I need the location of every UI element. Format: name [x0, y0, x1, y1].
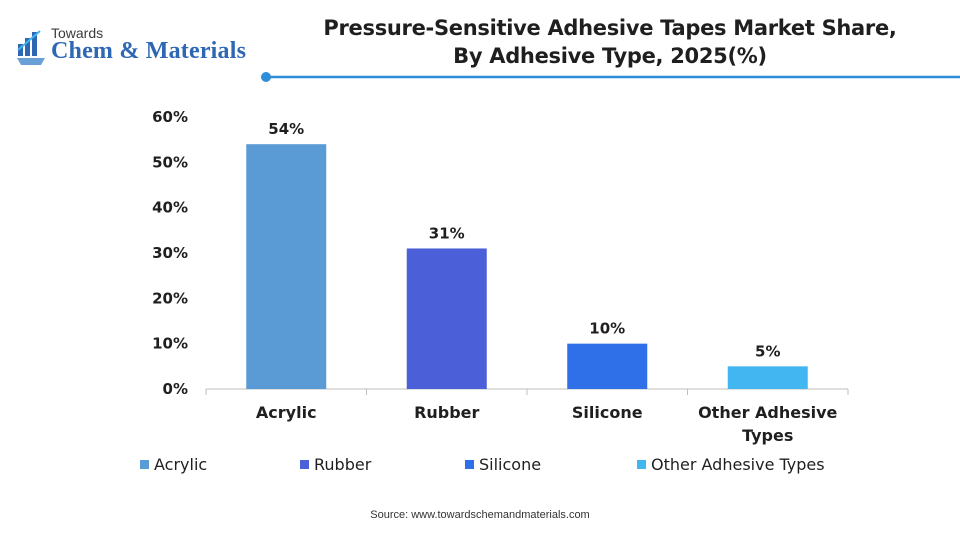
y-axis: 0% 10% 20% 30% 40% 50% 60% [152, 108, 188, 398]
y-tick-label: 10% [152, 335, 188, 353]
legend-item-silicone: Silicone [465, 455, 541, 474]
bar-silicone [567, 343, 648, 389]
logo-brand-name: Chem & Materials [51, 38, 247, 64]
bars [246, 144, 808, 389]
chart-title-line-1: Pressure-Sensitive Adhesive Tapes Market… [323, 16, 897, 40]
legend-label: Silicone [479, 455, 542, 474]
legend: Acrylic Rubber Silicone Other Adhesive Type… [140, 455, 860, 477]
y-tick-label: 0% [163, 380, 188, 398]
x-tick-label: Other Adhesive [698, 403, 837, 422]
bar-other-adhesive-types [727, 366, 808, 389]
data-labels: 54% 31% 10% 5% [268, 120, 780, 360]
y-tick-label: 60% [152, 108, 188, 126]
y-tick-label: 20% [152, 289, 188, 307]
source-note: Source: www.towardschemandmaterials.com [370, 509, 590, 521]
x-tick-label: Acrylic [256, 403, 317, 422]
flask-chart-icon [17, 30, 45, 65]
logo-towards-text: Towards [51, 25, 104, 41]
chart-title-line-2: By Adhesive Type, 2025(%) [453, 44, 767, 68]
x-tick-label: Silicone [572, 403, 643, 422]
title-accent-dot [261, 72, 271, 82]
bar-chart: 0% 10% 20% 30% 40% 50% 60% 54% 31% 10% 5% Acrylic… [152, 72, 960, 445]
y-tick-label: 30% [152, 244, 188, 262]
legend-item-rubber: Rubber [300, 455, 371, 474]
data-label: 5% [755, 342, 780, 360]
legend-swatch [465, 460, 474, 469]
bar-acrylic [246, 144, 327, 389]
bar-rubber [406, 248, 487, 389]
x-axis-labels: Acrylic Rubber Silicone Other Adhesive Types [256, 403, 838, 445]
legend-label: Other Adhesive Types [651, 455, 825, 474]
legend-label: Acrylic [154, 455, 208, 474]
x-axis-ticks [205, 389, 849, 395]
data-label: 10% [589, 320, 625, 338]
y-tick-label: 40% [152, 199, 188, 217]
legend-swatch [140, 460, 149, 469]
legend-item-other-adhesive-types: Other Adhesive Types [637, 455, 825, 474]
logo: Towards Chem & Materials [14, 22, 264, 68]
legend-item-acrylic: Acrylic [140, 455, 207, 474]
data-label: 31% [429, 224, 465, 242]
x-tick-label: Rubber [414, 403, 479, 422]
data-label: 54% [268, 120, 304, 138]
legend-label: Rubber [314, 455, 372, 474]
y-tick-label: 50% [152, 153, 188, 171]
legend-swatch [300, 460, 309, 469]
chart-title: Pressure-Sensitive Adhesive Tapes Market… [290, 14, 930, 70]
x-tick-label: Types [742, 426, 793, 445]
legend-swatch [637, 460, 646, 469]
